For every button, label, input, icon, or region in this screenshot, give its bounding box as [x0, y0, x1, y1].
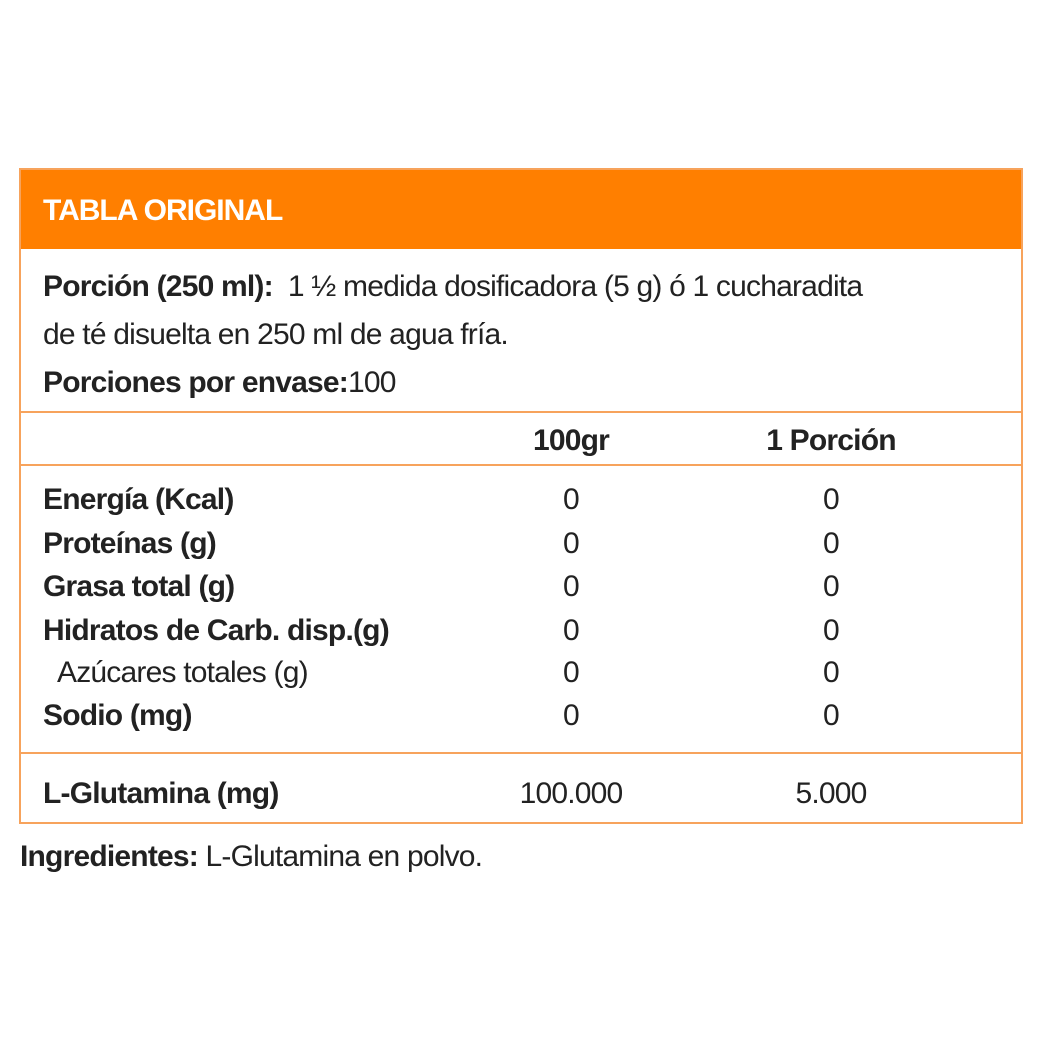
divider [21, 411, 1021, 413]
serving-text: 1 ½ medida dosificadora (5 g) ó 1 cuchar… [287, 270, 863, 303]
ingredients: Ingredientes: L-Glutamina en polvo. [20, 840, 484, 874]
column-header-portion: 1 Porción [766, 424, 896, 457]
servings-per-container: Porciones por envase:100 [43, 366, 396, 400]
row-value-portion: 0 [823, 527, 840, 560]
nutrition-table: TABLA ORIGINAL Porción (250 ml): 1 ½ med… [19, 168, 1023, 824]
ingredients-value: L-Glutamina en polvo. [205, 840, 484, 873]
row-label: Proteínas (g) [43, 527, 217, 560]
row-value-portion: 0 [823, 570, 840, 603]
glutamine-label: L-Glutamina (mg) [43, 777, 279, 810]
table-header: TABLA ORIGINAL [21, 170, 1021, 249]
row-value-100gr: 0 [563, 527, 580, 560]
row-value-100gr: 0 [563, 483, 580, 516]
row-value-100gr: 0 [563, 614, 580, 647]
row-value-portion: 0 [823, 656, 840, 689]
divider [21, 464, 1021, 466]
row-value-100gr: 0 [563, 570, 580, 603]
serving-line-2: de té disuelta en 250 ml de agua fría. [43, 318, 509, 351]
row-value-100gr: 0 [563, 699, 580, 732]
glutamine-portion: 5.000 [795, 777, 867, 810]
servings-label: Porciones por envase: [43, 366, 349, 399]
row-label: Energía (Kcal) [43, 483, 234, 516]
glutamine-100gr: 100.000 [519, 777, 624, 810]
divider [21, 752, 1021, 754]
row-value-100gr: 0 [563, 656, 580, 689]
serving-line-1: Porción (250 ml): 1 ½ medida dosificador… [43, 270, 863, 304]
row-value-portion: 0 [823, 483, 840, 516]
row-label-sub: Azúcares totales (g) [57, 656, 309, 689]
row-label: Grasa total (g) [43, 570, 235, 603]
row-value-portion: 0 [823, 614, 840, 647]
ingredients-label: Ingredientes: [20, 840, 199, 873]
servings-value: 100 [347, 366, 396, 399]
serving-label: Porción (250 ml): [43, 270, 274, 303]
row-label: Hidratos de Carb. disp.(g) [43, 614, 390, 647]
row-value-portion: 0 [823, 699, 840, 732]
table-title: TABLA ORIGINAL [43, 194, 283, 227]
row-label: Sodio (mg) [43, 699, 192, 732]
column-header-100gr: 100gr [532, 424, 610, 457]
